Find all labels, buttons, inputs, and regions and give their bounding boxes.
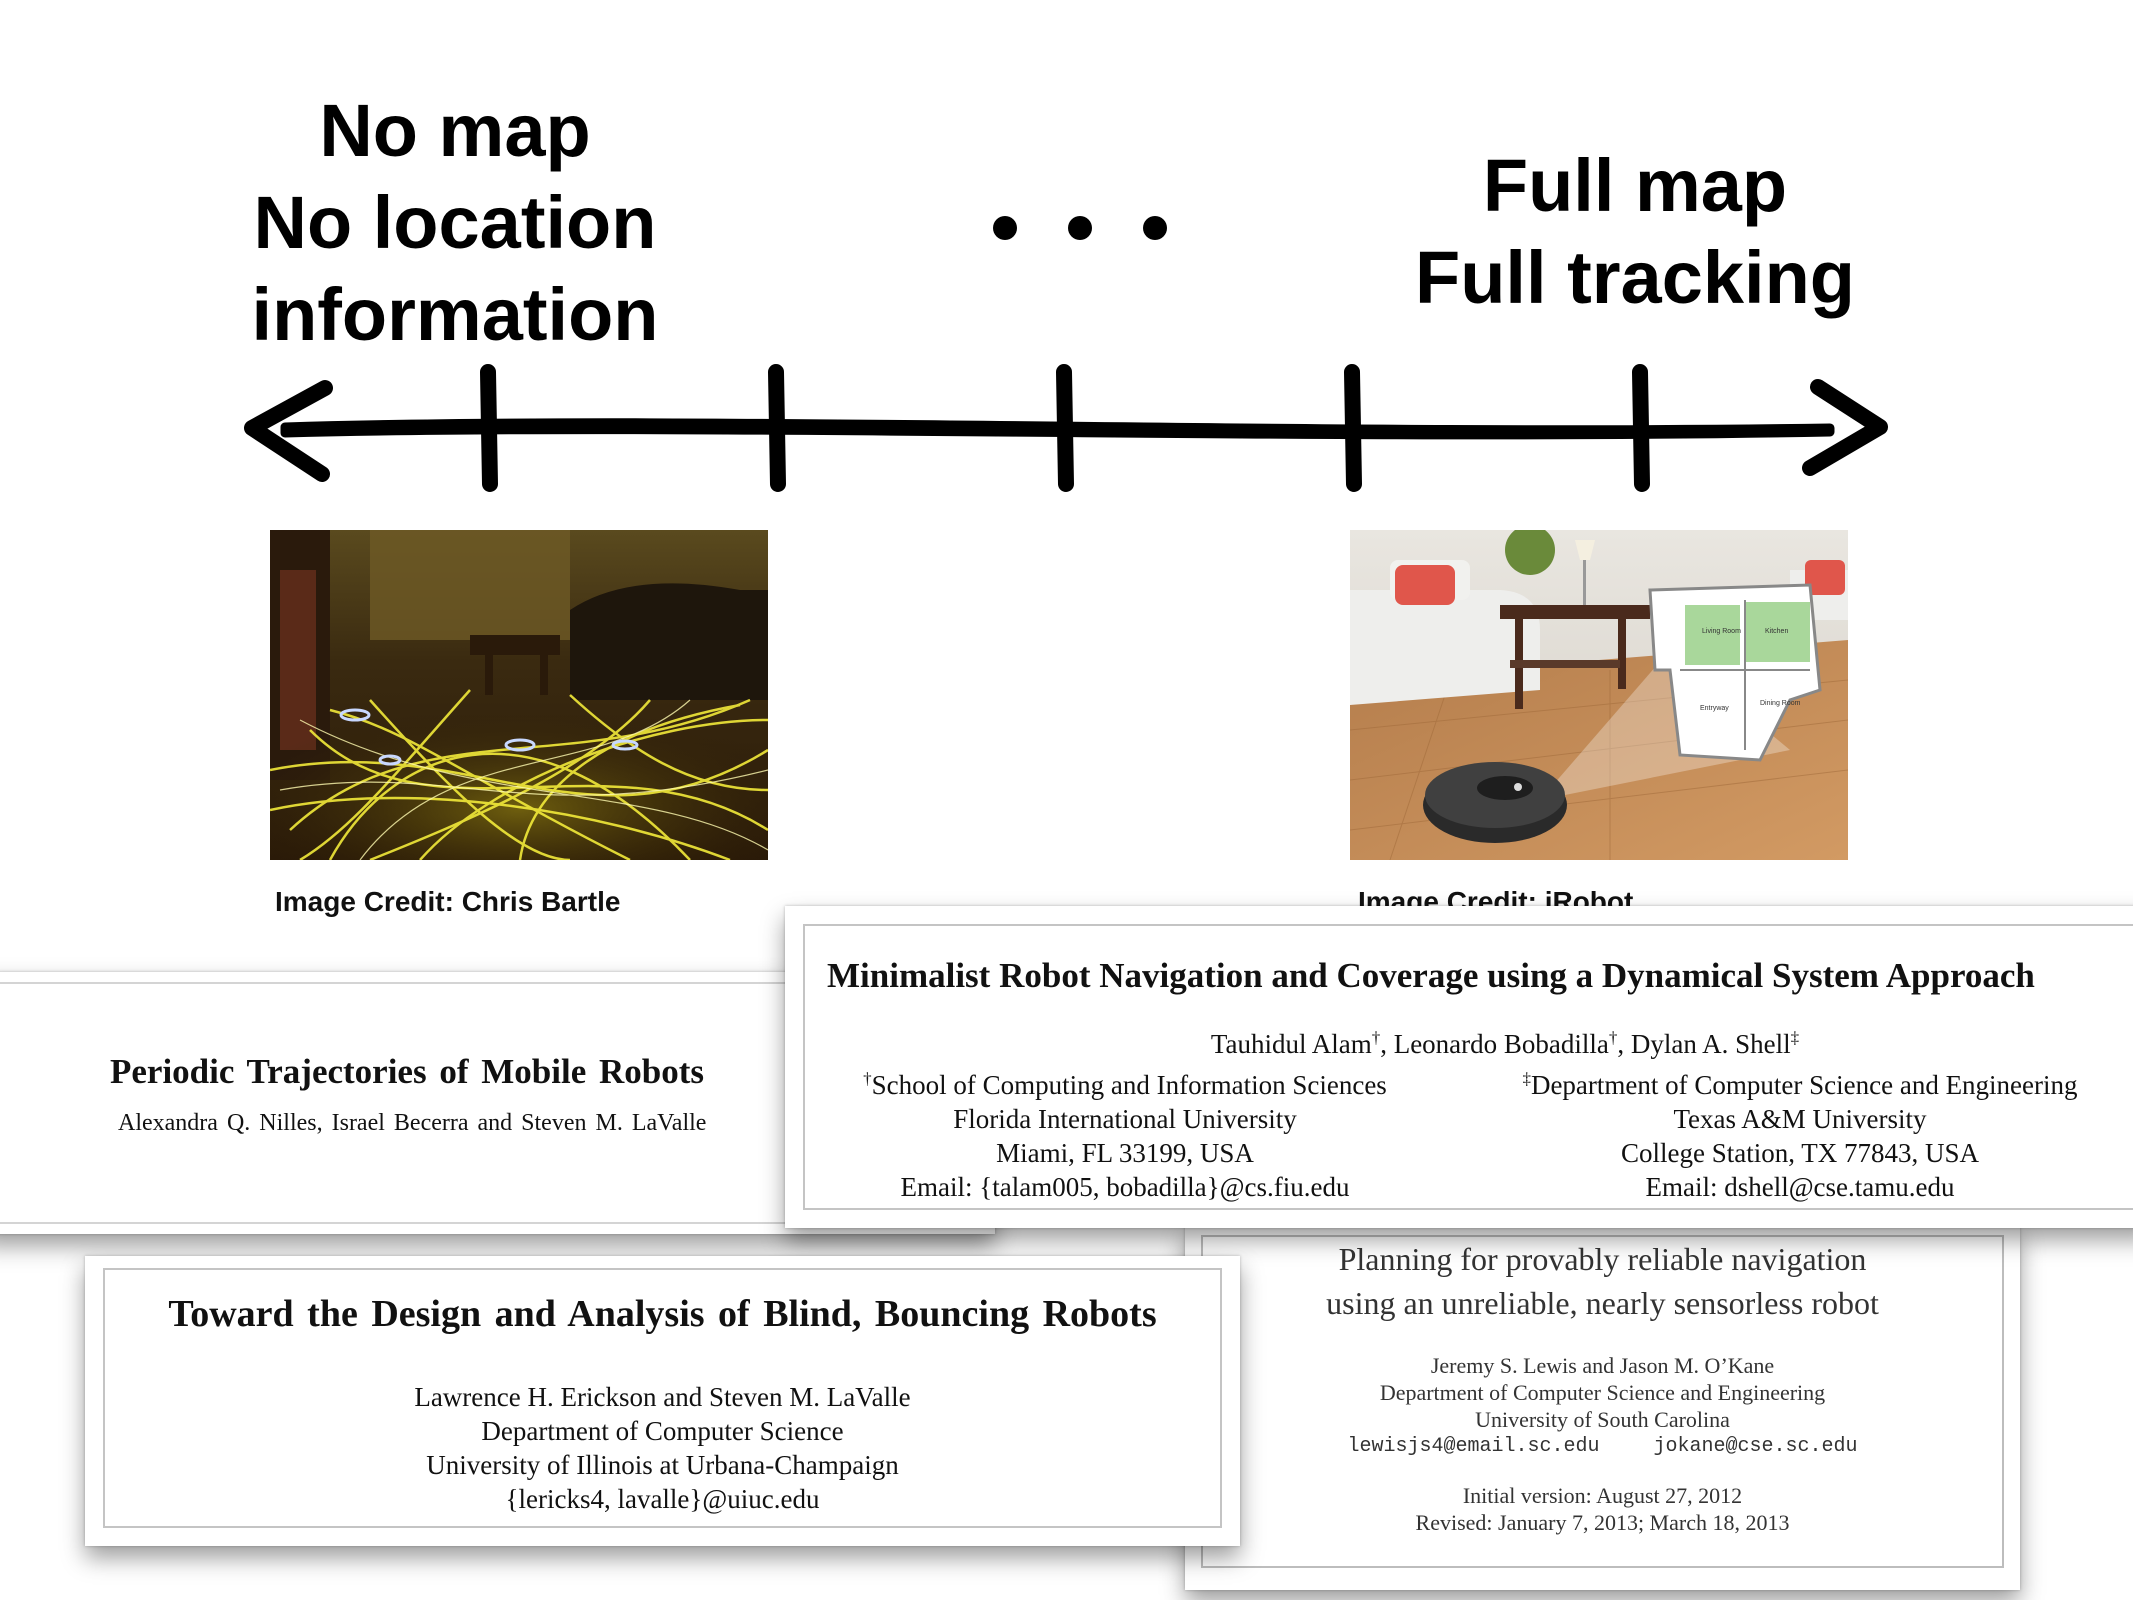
date-line: Revised: January 7, 2013; March 18, 2013 xyxy=(1415,1510,1790,1535)
room-label-living: Living Room xyxy=(1702,628,1741,635)
floor-plan-overlay: Living Room Kitchen Entryway Dining Room xyxy=(1648,583,1822,762)
affiliation-line: University of South Carolina xyxy=(1475,1407,1730,1432)
paper-card-planning: Planning for provably reliable navigatio… xyxy=(1185,1225,2020,1590)
ellipsis-dots xyxy=(993,216,1167,240)
room-label-dining: Dining Room xyxy=(1760,700,1801,707)
paper-title: Periodic Trajectories of Mobile Robots xyxy=(110,1052,704,1091)
heading-line: Full tracking xyxy=(1415,236,1855,319)
affiliation-email: Email: dshell@cse.tamu.edu xyxy=(1645,1172,1955,1202)
affiliation-tamu: ‡Department of Computer Science and Engi… xyxy=(1475,1062,2125,1204)
title-line: using an unreliable, nearly sensorless r… xyxy=(1326,1285,1879,1321)
affiliation-line: Texas A&M University xyxy=(1673,1104,1927,1134)
heading-line: No location xyxy=(253,181,657,264)
affiliation-email: Email: {talam005, bobadilla}@cs.fiu.edu xyxy=(900,1172,1350,1202)
affiliation-line: ‡Department of Computer Science and Engi… xyxy=(1522,1069,2078,1100)
robot-vacuum-photo: Living Room Kitchen Entryway Dining Room xyxy=(1350,530,1848,860)
affiliation-line: Florida International University xyxy=(953,1104,1297,1134)
author-line: Lawrence H. Erickson and Steven M. LaVal… xyxy=(414,1382,911,1412)
affiliation-email: {lericks4, lavalle}@uiuc.edu xyxy=(505,1484,820,1514)
author-line: Jeremy S. Lewis and Jason M. O’Kane xyxy=(1430,1353,1775,1378)
spectrum-axis xyxy=(244,216,1888,492)
card-border xyxy=(803,924,2133,1210)
spectrum-tick xyxy=(1632,364,1650,492)
email: jokane@cse.sc.edu xyxy=(1653,1435,1858,1458)
paper-card-minimalist-navigation: Minimalist Robot Navigation and Coverage… xyxy=(785,906,2133,1228)
spectrum-tick xyxy=(768,364,786,492)
affiliation-line: University of Illinois at Urbana-Champai… xyxy=(426,1450,899,1480)
light-trails-photo xyxy=(270,530,768,860)
right-arrow-head xyxy=(1802,379,1888,476)
spectrum-tick xyxy=(1344,364,1362,492)
affiliation-line: Department of Computer Science and Engin… xyxy=(1379,1380,1826,1405)
version-dates: Initial version: August 27, 2012 Revised… xyxy=(1185,1482,2020,1536)
email-row: lewisjs4@email.sc.edu jokane@cse.sc.edu xyxy=(1185,1433,2020,1460)
left-arrow-head xyxy=(244,380,333,482)
heading-line: information xyxy=(251,273,659,356)
no-map-heading: No map No location information xyxy=(200,85,710,361)
photo-credit-left: Image Credit: Chris Bartle xyxy=(275,886,621,917)
heading-line: Full map xyxy=(1482,144,1788,227)
paper-authors-block: Jeremy S. Lewis and Jason M. O’Kane Depa… xyxy=(1185,1352,2020,1536)
affiliation-line: †School of Computing and Information Sci… xyxy=(863,1069,1387,1100)
paper-title: Toward the Design and Analysis of Blind,… xyxy=(168,1293,1157,1335)
room-label-entryway: Entryway xyxy=(1700,705,1729,712)
paper-title: Minimalist Robot Navigation and Coverage… xyxy=(827,956,2035,995)
paper-title: Planning for provably reliable navigatio… xyxy=(1185,1237,2020,1325)
card-border xyxy=(103,1268,1222,1528)
heading-line: No map xyxy=(319,89,591,172)
paper-authors: Alexandra Q. Nilles, Israel Becerra and … xyxy=(118,1110,707,1136)
paper-authors: Tauhidul Alam†, Leonardo Bobadilla†, Dyl… xyxy=(1210,1028,1800,1059)
paper-authors-block: Lawrence H. Erickson and Steven M. LaVal… xyxy=(85,1380,1240,1516)
affiliation-line: Department of Computer Science xyxy=(481,1416,844,1446)
spectrum-tick xyxy=(480,364,498,492)
title-line: Planning for provably reliable navigatio… xyxy=(1338,1241,1867,1277)
email: lewisjs4@email.sc.edu xyxy=(1347,1435,1600,1458)
affiliation-line: College Station, TX 77843, USA xyxy=(1620,1138,1979,1168)
affiliation-fiu: †School of Computing and Information Sci… xyxy=(815,1062,1435,1204)
spectrum-tick xyxy=(1056,364,1074,492)
spectrum-ticks xyxy=(480,364,1650,492)
affiliation-line: Miami, FL 33199, USA xyxy=(996,1138,1254,1168)
full-map-heading: Full map Full tracking xyxy=(1380,140,1890,324)
room-label-kitchen: Kitchen xyxy=(1765,628,1788,635)
paper-card-blind-bouncing: Toward the Design and Analysis of Blind,… xyxy=(85,1256,1240,1546)
date-line: Initial version: August 27, 2012 xyxy=(1462,1483,1743,1508)
